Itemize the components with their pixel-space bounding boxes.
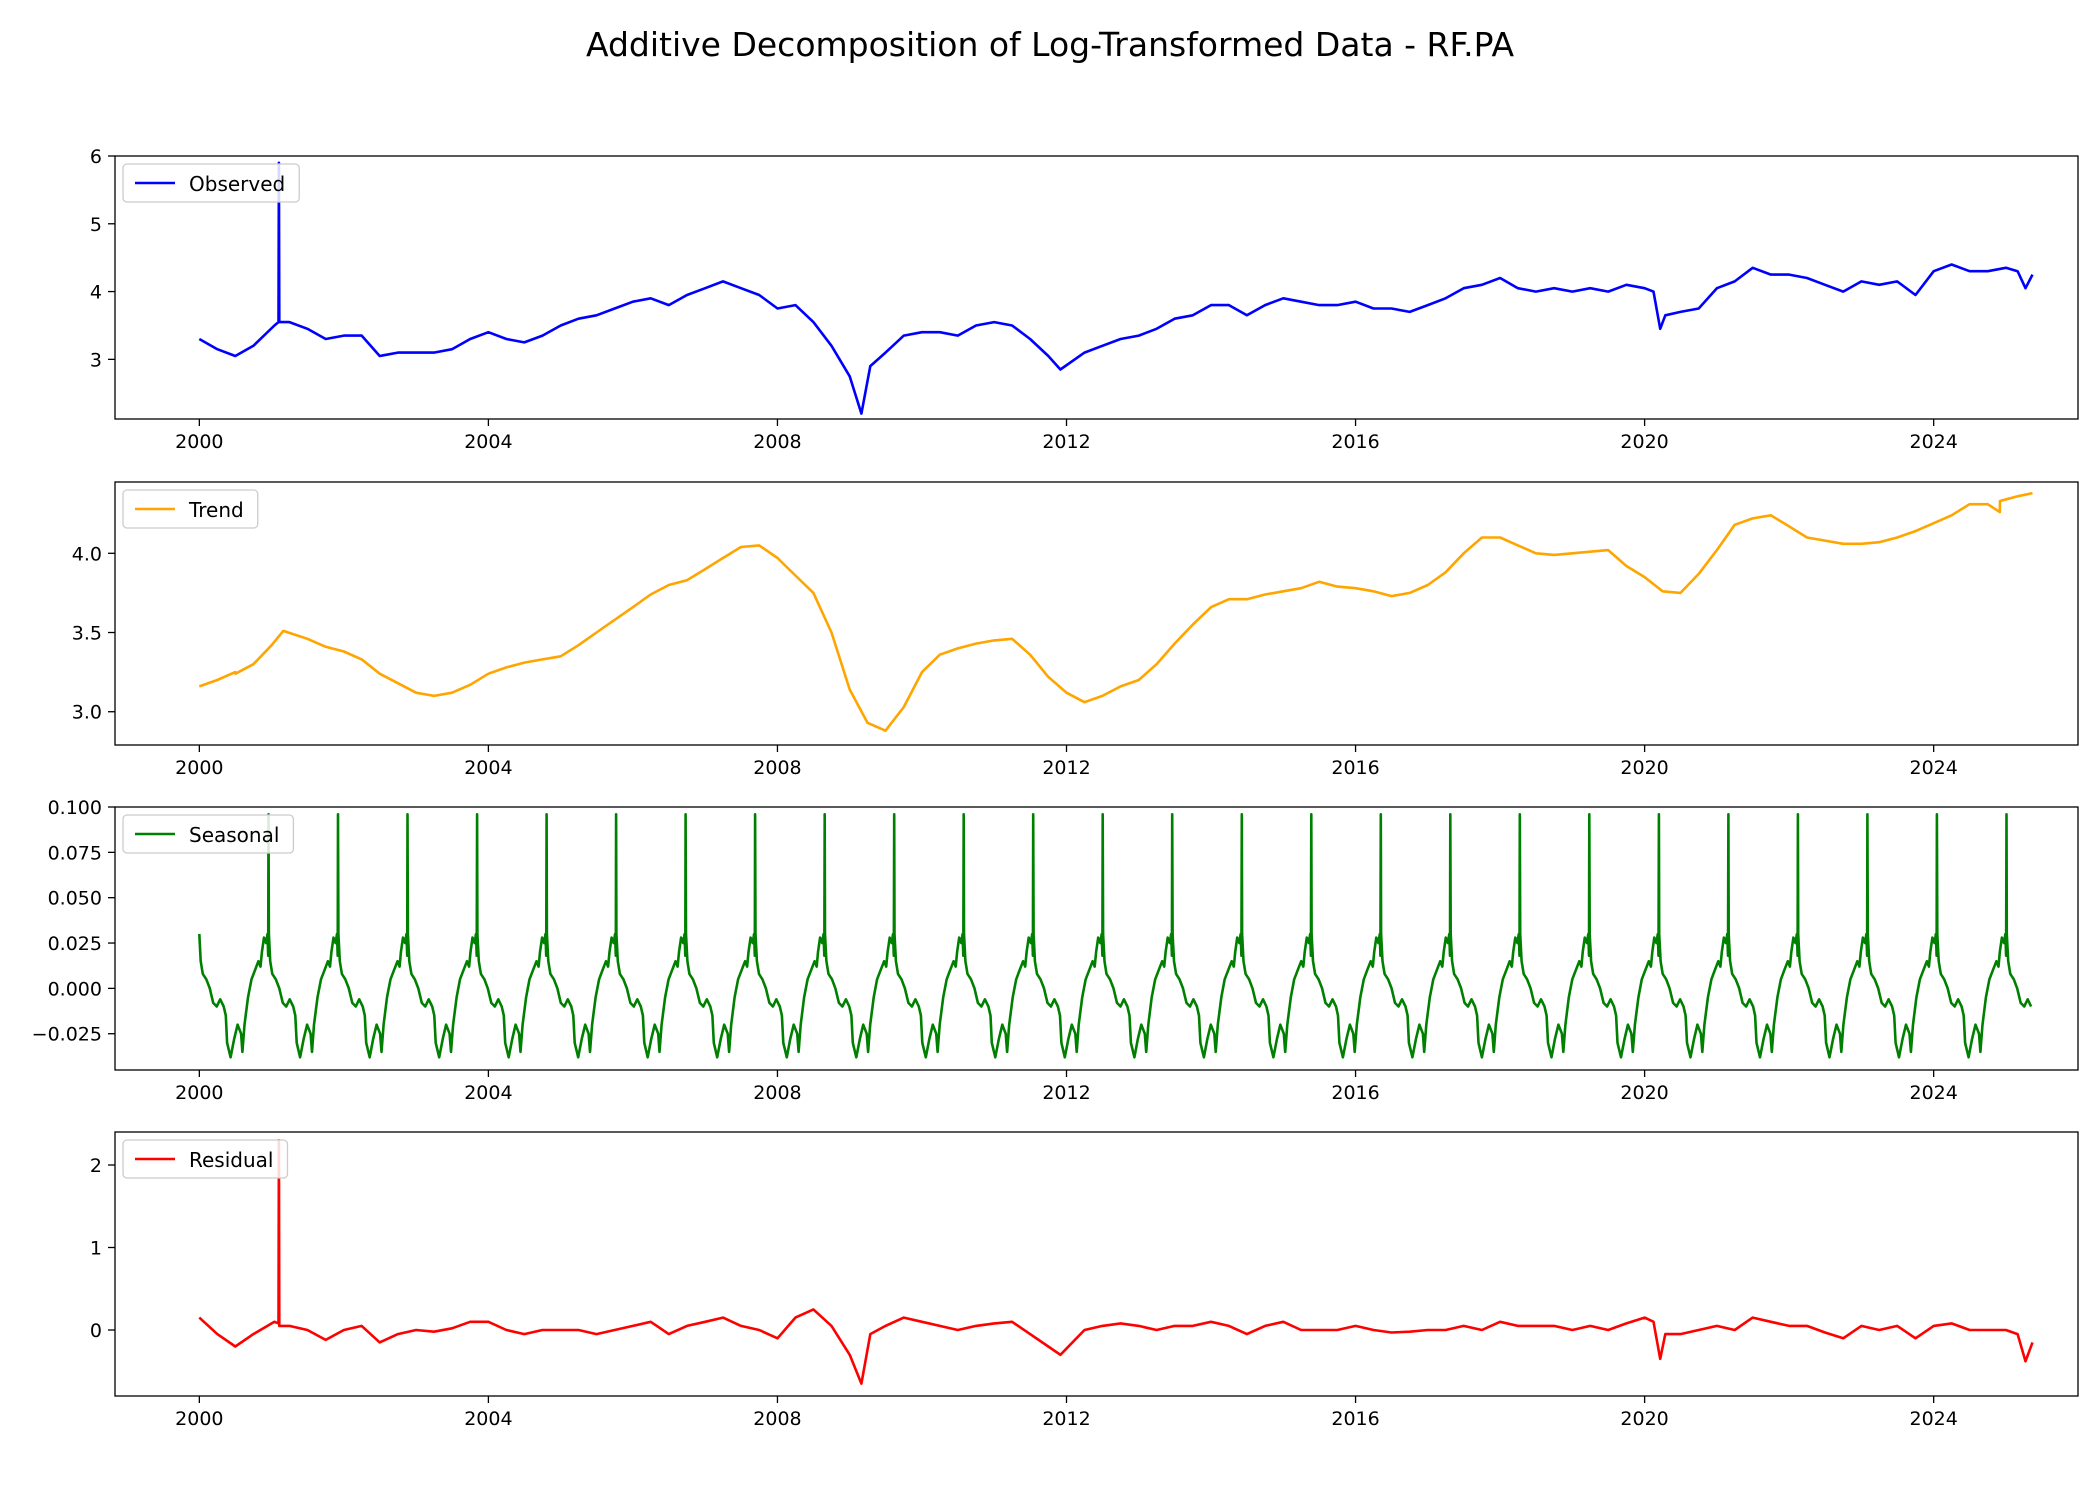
residual-axes-frame: [114, 1131, 2079, 1397]
x-tick-label: 2008: [753, 431, 801, 453]
x-tick-label: 2016: [1331, 757, 1379, 779]
trend-axes-frame: [114, 481, 2079, 746]
legend-box: [122, 163, 300, 203]
residual-legend: Residual: [122, 1139, 289, 1179]
trend-series-line: [198, 491, 2033, 733]
x-tick-label: 2016: [1331, 431, 1379, 453]
x-tick-label: 2024: [1909, 431, 1957, 453]
y-tick-label: 3: [90, 349, 102, 371]
legend-label: Seasonal: [189, 823, 279, 847]
x-tick-label: 2004: [464, 1082, 512, 1104]
x-tick-label: 2012: [1042, 757, 1090, 779]
y-tick-label: 0.050: [48, 888, 102, 910]
x-tick-label: 2012: [1042, 1082, 1090, 1104]
x-tick-label: 2012: [1042, 431, 1090, 453]
legend-label: Trend: [188, 498, 244, 522]
y-tick-label: 0.075: [48, 842, 102, 864]
x-tick-label: 2004: [464, 1408, 512, 1430]
residual-panel: 2000 2004 2008 2012 2016 2020 2024 0 1 2 Residual: [90, 1131, 2079, 1430]
x-tick-label: 2008: [753, 757, 801, 779]
x-tick-label: 2020: [1620, 1082, 1668, 1104]
legend-label: Observed: [189, 172, 285, 196]
legend-box: [122, 489, 259, 529]
x-tick-label: 2008: [753, 1408, 801, 1430]
x-tick-label: 2020: [1620, 1408, 1668, 1430]
y-tick-label: 4: [90, 282, 102, 304]
seasonal-panel: 2000 2004 2008 2012 2016 2020 2024 −0.025 0.000 0…: [32, 797, 2079, 1104]
y-tick-label: 5: [90, 214, 102, 236]
y-tick-label: 0.025: [48, 933, 102, 955]
subplot-panels: 2000 2004 2008 2012 2016 2020 2024 3 4 5 6 Observed…: [32, 146, 2079, 1430]
residual-series-line: [198, 1139, 2034, 1385]
seasonal-legend: Seasonal: [122, 814, 295, 854]
seasonal-axes-frame: [114, 806, 2079, 1071]
x-tick-label: 2012: [1042, 1408, 1090, 1430]
x-tick-label: 2024: [1909, 1082, 1957, 1104]
x-tick-label: 2024: [1909, 1408, 1957, 1430]
x-tick-label: 2016: [1331, 1408, 1379, 1430]
trend-legend: Trend: [122, 489, 259, 529]
y-tick-label: −0.025: [32, 1024, 102, 1046]
x-tick-label: 2004: [464, 431, 512, 453]
y-tick-label: 3.0: [72, 702, 102, 724]
x-tick-label: 2020: [1620, 431, 1668, 453]
x-tick-label: 2000: [175, 1082, 223, 1104]
x-tick-label: 2004: [464, 757, 512, 779]
y-tick-label: 0.100: [48, 797, 102, 819]
observed-panel: 2000 2004 2008 2012 2016 2020 2024 3 4 5 6 Observed: [90, 146, 2079, 453]
legend-box: [122, 1139, 289, 1179]
seasonal-series-line: [198, 812, 2033, 1059]
legend-label: Residual: [189, 1148, 273, 1172]
x-tick-label: 2000: [175, 1408, 223, 1430]
x-tick-label: 2000: [175, 431, 223, 453]
x-tick-label: 2016: [1331, 1082, 1379, 1104]
y-tick-label: 4.0: [72, 543, 102, 565]
y-tick-label: 6: [90, 146, 102, 168]
x-tick-label: 2020: [1620, 757, 1668, 779]
y-tick-label: 0.000: [48, 978, 102, 1000]
y-tick-label: 0: [90, 1320, 102, 1342]
x-tick-label: 2008: [753, 1082, 801, 1104]
trend-panel: 2000 2004 2008 2012 2016 2020 2024 3.0 3.5 4.0 Tre…: [72, 481, 2079, 779]
observed-legend: Observed: [122, 163, 300, 203]
observed-series-line: [198, 161, 2034, 415]
y-tick-label: 1: [90, 1238, 102, 1260]
x-tick-label: 2000: [175, 757, 223, 779]
observed-axes-frame: [114, 155, 2079, 420]
legend-box: [122, 814, 295, 854]
y-tick-label: 3.5: [72, 623, 102, 645]
x-tick-label: 2024: [1909, 757, 1957, 779]
y-tick-label: 2: [90, 1155, 102, 1177]
figure-title: Additive Decomposition of Log-Transforme…: [586, 25, 1514, 64]
